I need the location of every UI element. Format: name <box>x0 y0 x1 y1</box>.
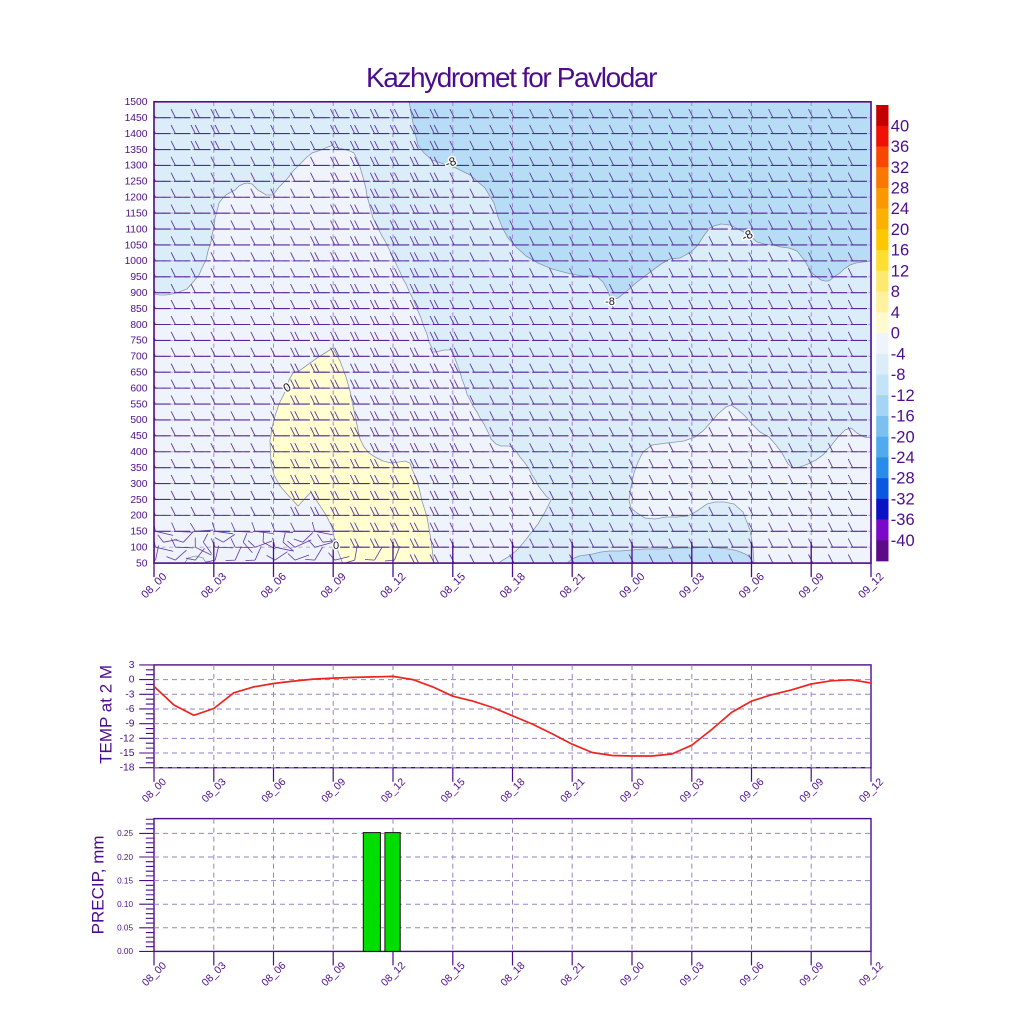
svg-text:-8: -8 <box>891 366 906 384</box>
svg-text:-8: -8 <box>605 296 615 308</box>
svg-text:0.20: 0.20 <box>117 853 133 862</box>
svg-text:950: 950 <box>130 272 147 283</box>
svg-text:-32: -32 <box>891 491 915 509</box>
svg-text:0.00: 0.00 <box>117 947 133 956</box>
svg-text:16: 16 <box>891 242 909 260</box>
svg-text:1050: 1050 <box>125 240 148 251</box>
svg-text:32: 32 <box>891 159 909 177</box>
svg-text:50: 50 <box>136 558 148 569</box>
svg-text:1250: 1250 <box>125 177 148 188</box>
svg-text:-6: -6 <box>125 704 134 715</box>
svg-text:-36: -36 <box>891 511 915 529</box>
svg-text:TEMP at 2 M: TEMP at 2 M <box>97 665 116 764</box>
svg-text:1300: 1300 <box>125 161 148 172</box>
svg-text:PRECIP, mm: PRECIP, mm <box>89 835 108 934</box>
svg-text:100: 100 <box>130 543 147 554</box>
svg-text:1200: 1200 <box>125 193 148 204</box>
svg-text:650: 650 <box>130 368 147 379</box>
svg-text:0.15: 0.15 <box>117 876 133 885</box>
svg-text:750: 750 <box>130 336 147 347</box>
svg-text:600: 600 <box>130 383 147 394</box>
svg-text:-3: -3 <box>125 689 134 700</box>
svg-text:-16: -16 <box>891 408 915 426</box>
svg-text:-12: -12 <box>120 733 135 744</box>
svg-text:0.25: 0.25 <box>117 829 133 838</box>
svg-text:700: 700 <box>130 352 147 363</box>
svg-text:1350: 1350 <box>125 145 148 156</box>
svg-text:1450: 1450 <box>125 113 148 124</box>
svg-text:0.05: 0.05 <box>117 924 133 933</box>
svg-text:-9: -9 <box>125 719 134 730</box>
svg-text:-12: -12 <box>891 387 915 405</box>
svg-text:0: 0 <box>333 540 339 552</box>
svg-text:200: 200 <box>130 511 147 522</box>
svg-text:850: 850 <box>130 304 147 315</box>
svg-text:-18: -18 <box>120 763 135 774</box>
svg-text:250: 250 <box>130 495 147 506</box>
svg-text:300: 300 <box>130 479 147 490</box>
svg-text:150: 150 <box>130 527 147 538</box>
svg-text:8: 8 <box>891 283 900 301</box>
svg-text:28: 28 <box>891 180 909 198</box>
svg-text:36: 36 <box>891 138 909 156</box>
svg-text:-15: -15 <box>120 748 135 759</box>
svg-text:-40: -40 <box>891 532 915 550</box>
svg-text:0: 0 <box>891 325 900 343</box>
svg-text:1000: 1000 <box>125 256 148 267</box>
svg-text:3: 3 <box>129 660 135 671</box>
svg-text:1100: 1100 <box>125 224 147 235</box>
svg-text:1150: 1150 <box>125 208 147 219</box>
svg-text:900: 900 <box>130 288 147 299</box>
svg-text:-24: -24 <box>891 449 915 467</box>
svg-text:-28: -28 <box>891 470 915 488</box>
svg-text:4: 4 <box>891 304 900 322</box>
svg-text:350: 350 <box>130 463 147 474</box>
svg-text:450: 450 <box>130 431 147 442</box>
svg-text:-20: -20 <box>891 428 915 446</box>
svg-text:500: 500 <box>130 415 147 426</box>
svg-text:1500: 1500 <box>125 97 148 108</box>
svg-text:40: 40 <box>891 117 909 135</box>
svg-text:20: 20 <box>891 221 909 239</box>
svg-text:-4: -4 <box>891 345 906 363</box>
svg-text:800: 800 <box>130 320 147 331</box>
svg-text:0.10: 0.10 <box>117 900 133 909</box>
svg-text:24: 24 <box>891 200 909 218</box>
svg-text:400: 400 <box>130 447 147 458</box>
svg-text:550: 550 <box>130 399 147 410</box>
svg-text:Kazhydromet for Pavlodar: Kazhydromet for Pavlodar <box>366 62 657 93</box>
svg-text:1400: 1400 <box>125 129 148 140</box>
svg-text:12: 12 <box>891 262 909 280</box>
svg-text:0: 0 <box>129 675 135 686</box>
